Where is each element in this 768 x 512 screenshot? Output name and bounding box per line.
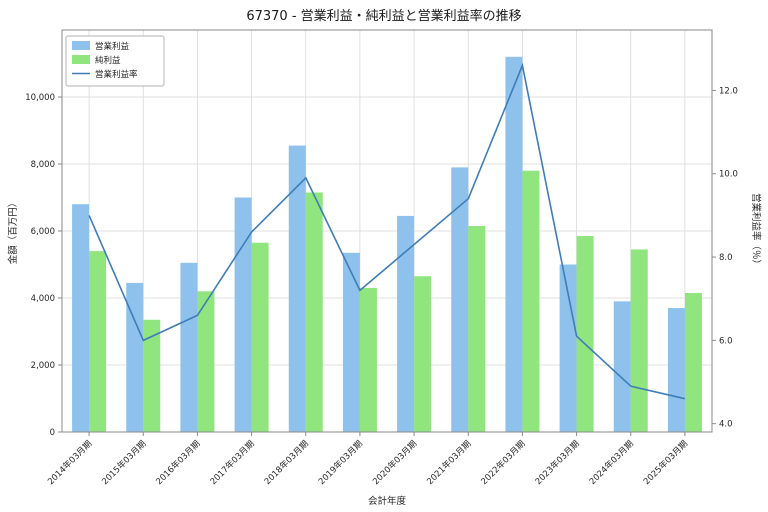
bar <box>667 308 685 432</box>
svg-text:2020年03月期: 2020年03月期 <box>370 438 419 487</box>
svg-text:2023年03月期: 2023年03月期 <box>533 438 582 487</box>
legend-item-operating-margin: 営業利益率 <box>72 69 138 80</box>
svg-text:12.0: 12.0 <box>719 86 738 96</box>
svg-text:2019年03月期: 2019年03月期 <box>316 438 365 487</box>
svg-text:2017年03月期: 2017年03月期 <box>208 438 257 487</box>
bar <box>559 264 577 432</box>
bar <box>451 167 469 432</box>
bar <box>72 204 90 432</box>
bar <box>288 145 306 432</box>
bar-series-net-profit <box>89 170 702 432</box>
bar <box>576 236 594 432</box>
bar <box>251 242 269 432</box>
bar <box>197 291 215 432</box>
bar <box>397 215 415 432</box>
svg-text:2018年03月期: 2018年03月期 <box>262 438 311 487</box>
svg-text:2021年03月期: 2021年03月期 <box>425 438 474 487</box>
legend-item-net-profit: 純利益 <box>72 55 121 66</box>
bar <box>684 292 702 432</box>
line-series-operating-margin <box>88 62 686 400</box>
svg-text:2024年03月期: 2024年03月期 <box>587 438 636 487</box>
bar <box>234 197 252 432</box>
plot-area: 0 2,000 4,000 6,000 8,000 10,000 4.0 6.0 8.0 10.0… <box>25 29 738 487</box>
legend-swatch <box>72 41 90 50</box>
y-axis-label-left: 金額（百万円） <box>7 198 19 265</box>
svg-text:2015年03月期: 2015年03月期 <box>100 438 149 487</box>
svg-text:4,000: 4,000 <box>31 294 55 304</box>
y-axis-right-ticks: 4.0 6.0 8.0 10.0 12.0 <box>712 86 738 430</box>
svg-text:0: 0 <box>50 428 55 438</box>
svg-text:6,000: 6,000 <box>31 227 55 237</box>
svg-text:2,000: 2,000 <box>31 361 55 371</box>
bar <box>505 56 523 433</box>
bar <box>522 170 540 432</box>
svg-text:10.0: 10.0 <box>719 170 738 180</box>
bar <box>126 282 144 432</box>
x-axis-ticks: 2014年03月期 2015年03月期 2016年03月期 2017年03月期 2018… <box>45 432 690 487</box>
bar <box>89 251 107 432</box>
svg-text:2022年03月期: 2022年03月期 <box>479 438 528 487</box>
legend-item-operating-profit: 営業利益 <box>72 41 130 52</box>
bar <box>468 225 486 432</box>
svg-text:8.0: 8.0 <box>719 253 733 263</box>
svg-text:営業利益: 営業利益 <box>95 41 130 52</box>
chart-title: 67370 - 営業利益・純利益と営業利益率の推移 <box>246 8 521 24</box>
svg-text:営業利益率: 営業利益率 <box>95 69 138 80</box>
svg-text:8,000: 8,000 <box>31 160 55 170</box>
bar <box>305 192 323 432</box>
legend-box <box>65 35 165 87</box>
bar <box>613 301 631 432</box>
y-axis-left-ticks: 0 2,000 4,000 6,000 8,000 10,000 <box>25 93 62 438</box>
bar <box>414 276 432 432</box>
svg-text:4.0: 4.0 <box>719 420 733 430</box>
svg-text:6.0: 6.0 <box>719 336 733 346</box>
bar <box>342 252 360 432</box>
svg-text:10,000: 10,000 <box>25 93 55 103</box>
svg-text:2016年03月期: 2016年03月期 <box>154 438 203 487</box>
legend-swatch <box>72 55 90 64</box>
bar-series-operating-profit <box>72 56 685 433</box>
bar <box>359 287 377 432</box>
bar <box>180 262 198 432</box>
bar <box>630 249 648 432</box>
x-axis-label: 会計年度 <box>368 495 407 507</box>
y-axis-label-right: 営業利益率（％） <box>750 193 762 269</box>
svg-text:純利益: 純利益 <box>95 55 121 66</box>
svg-text:2025年03月期: 2025年03月期 <box>641 438 690 487</box>
bar <box>143 319 161 432</box>
svg-text:2014年03月期: 2014年03月期 <box>45 438 94 487</box>
